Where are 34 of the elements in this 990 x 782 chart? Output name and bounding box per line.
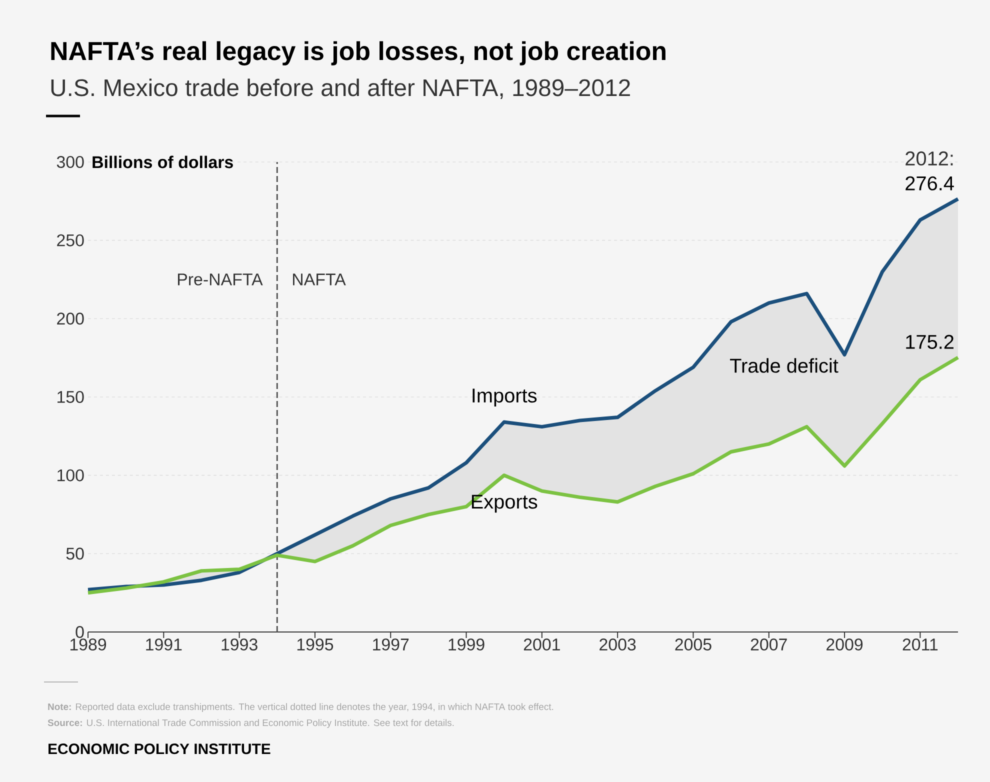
- annotation: Pre-NAFTA: [178, 274, 263, 286]
- y-tick-label: 50: [66, 548, 84, 560]
- x-tick-label: 2003: [600, 638, 636, 650]
- x-tick-label: 2007: [750, 638, 787, 650]
- y-tick-label: 250: [57, 234, 84, 246]
- y-axis-title: Billions of dollars: [92, 156, 233, 168]
- data-label: 175.2: [906, 334, 954, 349]
- line-series: [86, 356, 960, 595]
- chart-title: NAFTA’s real legacy is job losses, not job creation: [51, 41, 666, 66]
- chart-subtitle: U.S. Mexico trade before and after NAFTA, 1989–2012: [51, 78, 630, 100]
- x-tick-label: 1999: [448, 638, 484, 650]
- x-tick-label: 1997: [373, 638, 409, 650]
- x-tick-label: 2011: [902, 638, 938, 650]
- x-tick-label: 2001: [524, 638, 560, 650]
- text: ECONOMIC POLICY INSTITUTE: [48, 744, 270, 754]
- annotation: Trade deficit: [730, 358, 838, 373]
- y-tick-label: 0: [76, 626, 84, 638]
- series-label: Imports: [472, 388, 537, 407]
- text: Source: U.S. International Trade Commission and Economic Policy Institute. See text for details.: [48, 719, 454, 728]
- x-tick-label: 2005: [675, 638, 712, 650]
- x-tick-label: 1991: [146, 638, 182, 650]
- annotation: NAFTA: [293, 274, 346, 286]
- x-tick-label: 1989: [70, 638, 106, 650]
- x-tick-label: 1995: [297, 638, 334, 650]
- annotation: 2012:: [906, 151, 953, 166]
- text: Note: Reported data exclude transhipments. The vertical dotted line denotes the year, 1994, in which NAFTA took effect.: [48, 703, 554, 712]
- x-tick-label: 2009: [826, 638, 863, 650]
- y-tick-label: 150: [58, 390, 84, 403]
- y-tick-label: 100: [58, 469, 84, 482]
- x-tick-label: 1993: [222, 638, 258, 650]
- data-label: 276.4: [906, 176, 954, 190]
- series-label: Exports: [472, 494, 538, 513]
- y-tick-label: 200: [57, 312, 84, 325]
- y-tick-label: 300: [56, 156, 84, 168]
